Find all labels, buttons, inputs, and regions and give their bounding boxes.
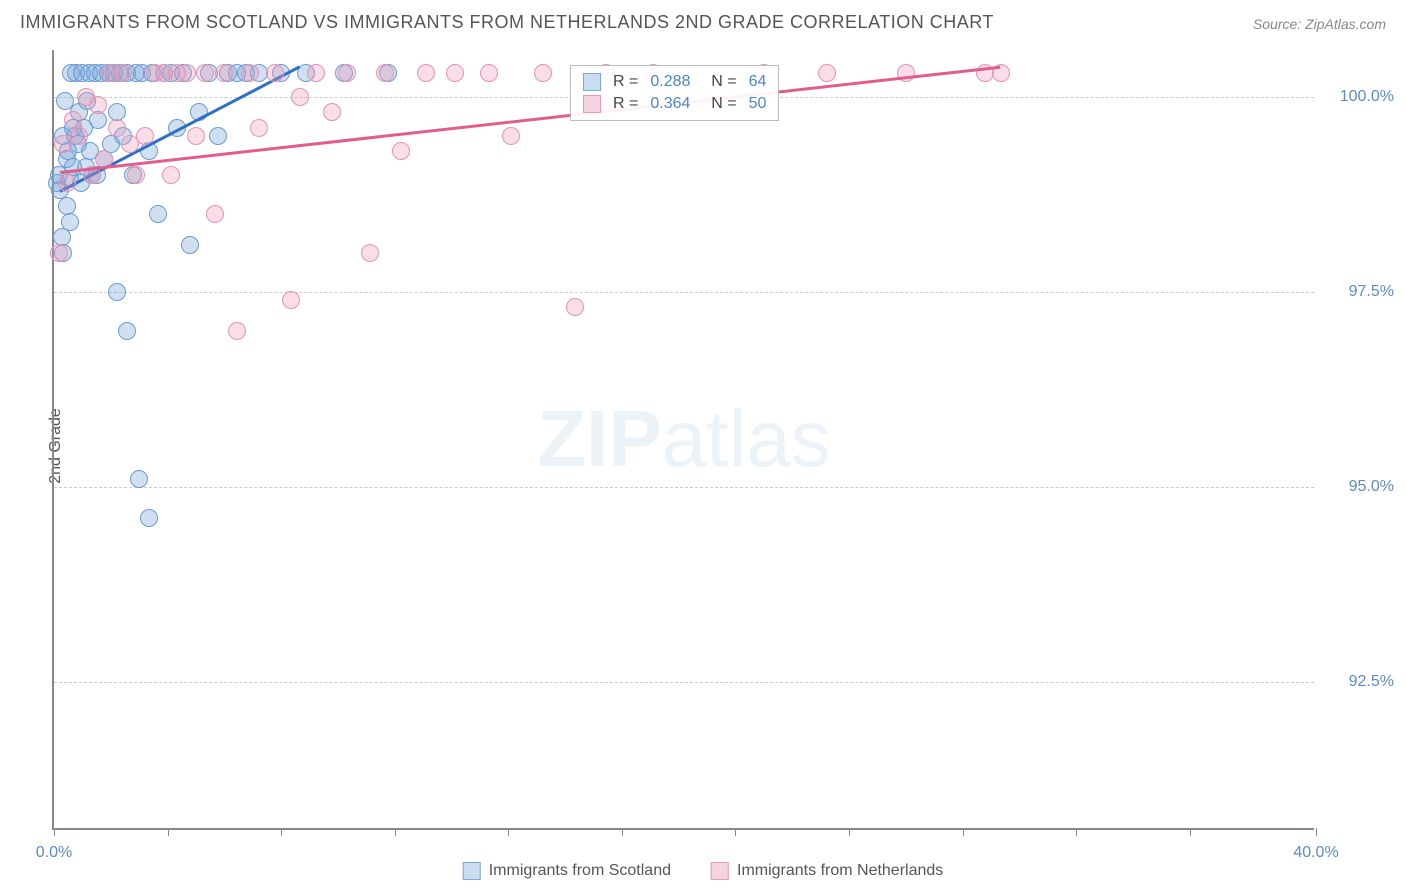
- data-point: [89, 111, 107, 129]
- x-tick: [735, 828, 736, 836]
- legend-row: R = 0.288 N = 64: [583, 71, 766, 93]
- data-point: [282, 291, 300, 309]
- data-point: [162, 166, 180, 184]
- n-label: N =: [702, 95, 736, 113]
- watermark-bold: ZIP: [537, 394, 661, 483]
- data-point: [209, 127, 227, 145]
- data-point: [181, 236, 199, 254]
- data-point: [361, 244, 379, 262]
- data-point: [446, 64, 464, 82]
- legend-label: Immigrants from Netherlands: [737, 862, 943, 880]
- x-tick: [281, 828, 282, 836]
- legend-label: Immigrants from Scotland: [489, 862, 671, 880]
- data-point: [136, 127, 154, 145]
- data-point: [250, 119, 268, 137]
- data-point: [241, 64, 259, 82]
- legend-item: Immigrants from Scotland: [463, 862, 671, 880]
- x-tick: [508, 828, 509, 836]
- data-point: [480, 64, 498, 82]
- gridline: [54, 487, 1314, 488]
- x-tick-label: 0.0%: [36, 844, 72, 862]
- source-attribution: Source: ZipAtlas.com: [1253, 16, 1386, 32]
- x-tick: [849, 828, 850, 836]
- data-point: [534, 64, 552, 82]
- data-point: [118, 322, 136, 340]
- data-point: [108, 119, 126, 137]
- data-point: [140, 509, 158, 527]
- n-value: 64: [749, 73, 767, 91]
- legend-swatch: [463, 862, 481, 880]
- data-point: [114, 64, 132, 82]
- data-point: [178, 64, 196, 82]
- legend-swatch: [583, 73, 601, 91]
- r-label: R =: [613, 95, 638, 113]
- r-value: 0.288: [650, 73, 690, 91]
- data-point: [196, 64, 214, 82]
- watermark-light: atlas: [662, 394, 831, 483]
- data-point: [566, 298, 584, 316]
- data-point: [897, 64, 915, 82]
- data-point: [228, 322, 246, 340]
- x-tick-label: 40.0%: [1293, 844, 1338, 862]
- y-tick-label: 92.5%: [1324, 673, 1394, 691]
- data-point: [108, 283, 126, 301]
- legend-swatch: [583, 95, 601, 113]
- legend-item: Immigrants from Netherlands: [711, 862, 943, 880]
- y-tick-label: 97.5%: [1324, 283, 1394, 301]
- gridline: [54, 292, 1314, 293]
- data-point: [206, 205, 224, 223]
- correlation-legend: R = 0.288 N = 64R = 0.364 N = 50: [570, 65, 779, 121]
- r-label: R =: [613, 73, 638, 91]
- data-point: [307, 64, 325, 82]
- x-tick: [963, 828, 964, 836]
- data-point: [266, 64, 284, 82]
- x-tick: [622, 828, 623, 836]
- x-tick: [1190, 828, 1191, 836]
- data-point: [58, 174, 76, 192]
- chart-title: IMMIGRANTS FROM SCOTLAND VS IMMIGRANTS F…: [20, 12, 994, 33]
- data-point: [215, 64, 233, 82]
- data-point: [376, 64, 394, 82]
- data-point: [291, 88, 309, 106]
- x-tick: [395, 828, 396, 836]
- series-legend: Immigrants from Scotland Immigrants from …: [463, 862, 944, 880]
- watermark-text: ZIPatlas: [537, 393, 830, 485]
- data-point: [323, 103, 341, 121]
- x-tick: [54, 828, 55, 836]
- data-point: [89, 96, 107, 114]
- data-point: [187, 127, 205, 145]
- y-tick-label: 95.0%: [1324, 478, 1394, 496]
- chart-plot-area: ZIPatlas 92.5%95.0%97.5%100.0%0.0%40.0%: [52, 50, 1314, 830]
- data-point: [50, 244, 68, 262]
- legend-row: R = 0.364 N = 50: [583, 93, 766, 115]
- data-point: [61, 213, 79, 231]
- legend-swatch: [711, 862, 729, 880]
- n-value: 50: [749, 95, 767, 113]
- data-point: [70, 127, 88, 145]
- data-point: [149, 205, 167, 223]
- data-point: [392, 142, 410, 160]
- data-point: [127, 166, 145, 184]
- data-point: [338, 64, 356, 82]
- x-tick: [168, 828, 169, 836]
- data-point: [130, 470, 148, 488]
- r-value: 0.364: [650, 95, 690, 113]
- data-point: [818, 64, 836, 82]
- y-tick-label: 100.0%: [1324, 88, 1394, 106]
- x-tick: [1316, 828, 1317, 836]
- gridline: [54, 682, 1314, 683]
- data-point: [502, 127, 520, 145]
- x-tick: [1076, 828, 1077, 836]
- n-label: N =: [702, 73, 736, 91]
- data-point: [417, 64, 435, 82]
